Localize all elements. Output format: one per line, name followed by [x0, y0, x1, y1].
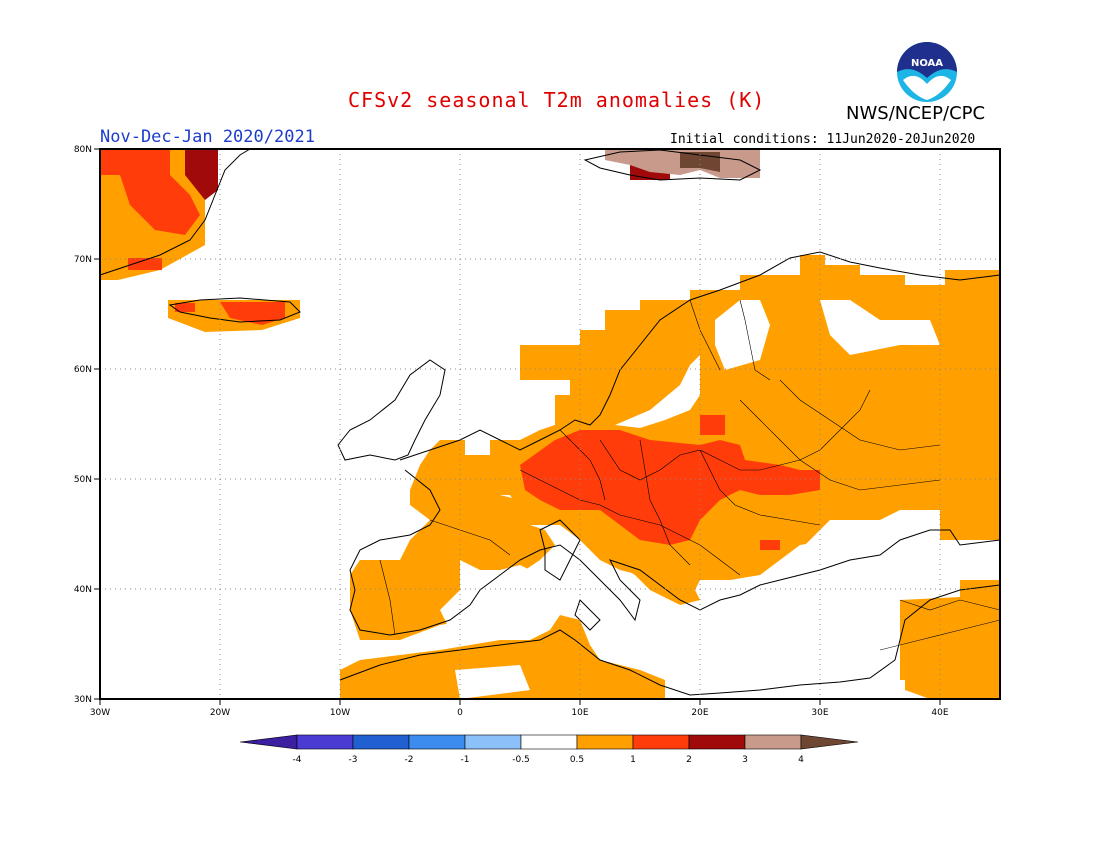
lon-tick-label: 30E: [811, 708, 828, 718]
map-border: [99, 148, 1001, 700]
legend-tick-label: -1: [461, 755, 470, 765]
lat-tick-label: 80N: [74, 145, 92, 155]
anomaly-fields-svalbard: [605, 150, 760, 178]
tick-marks: [94, 148, 941, 705]
legend-swatch: [688, 734, 746, 750]
forecast-period: Nov-Dec-Jan 2020/2021: [100, 127, 315, 147]
noaa-logo: NOAA: [897, 42, 957, 102]
anomaly-fields-white: [440, 300, 960, 699]
legend-tick-label: -3: [349, 755, 358, 765]
legend-tick-label: 2: [686, 755, 692, 765]
color-legend: -4 -3 -2 -1 -0.5 0.5 1 2 3 4: [239, 734, 859, 765]
lat-tick-label: 40N: [74, 585, 92, 595]
legend-swatch: [352, 734, 410, 750]
lon-tick-label: 10E: [571, 708, 588, 718]
lon-tick-label: 40E: [931, 708, 948, 718]
noaa-logo-text: NOAA: [911, 58, 943, 69]
legend-tick-label: -4: [293, 755, 302, 765]
legend-tick-label: 4: [798, 755, 804, 765]
legend-swatch: [576, 734, 634, 750]
legend-swatch: [408, 734, 466, 750]
coastlines: [99, 148, 1001, 696]
legend-tick-label: 0.5: [570, 755, 584, 765]
legend-swatch: [520, 734, 578, 750]
legend-tick-label: 1: [630, 755, 636, 765]
legend-swatch: [464, 734, 522, 750]
legend-arrow-low: [239, 734, 298, 750]
lat-tick-label: 60N: [74, 365, 92, 375]
legend-swatch: [632, 734, 690, 750]
lon-tick-label: 20W: [210, 708, 230, 718]
lat-tick-label: 50N: [74, 475, 92, 485]
lat-tick-labels: 80N 70N 60N 50N 40N 30N: [74, 145, 92, 705]
legend-tick-label: -2: [405, 755, 414, 765]
lon-tick-label: 20E: [691, 708, 708, 718]
lat-tick-label: 70N: [74, 255, 92, 265]
legend-swatch: [296, 734, 354, 750]
legend-tick-label: 3: [742, 755, 748, 765]
lat-tick-label: 30N: [74, 695, 92, 705]
country-borders: [379, 299, 1001, 651]
lon-tick-label: 30W: [90, 708, 110, 718]
anomaly-fields-red: [100, 149, 820, 550]
lon-tick-label: 0: [457, 708, 463, 718]
graticule: [100, 149, 1000, 699]
agency-label: NWS/NCEP/CPC: [846, 103, 986, 124]
legend-tick-label: -0.5: [512, 755, 530, 765]
legend-arrow-high: [800, 734, 859, 750]
chart-title: CFSv2 seasonal T2m anomalies (K): [348, 88, 766, 112]
legend-swatch: [744, 734, 802, 750]
lon-tick-labels: 30W 20W 10W 0 10E 20E 30E 40E: [90, 708, 949, 718]
initial-conditions: Initial conditions: 11Jun2020-20Jun2020: [670, 132, 976, 147]
lon-tick-label: 10W: [330, 708, 350, 718]
